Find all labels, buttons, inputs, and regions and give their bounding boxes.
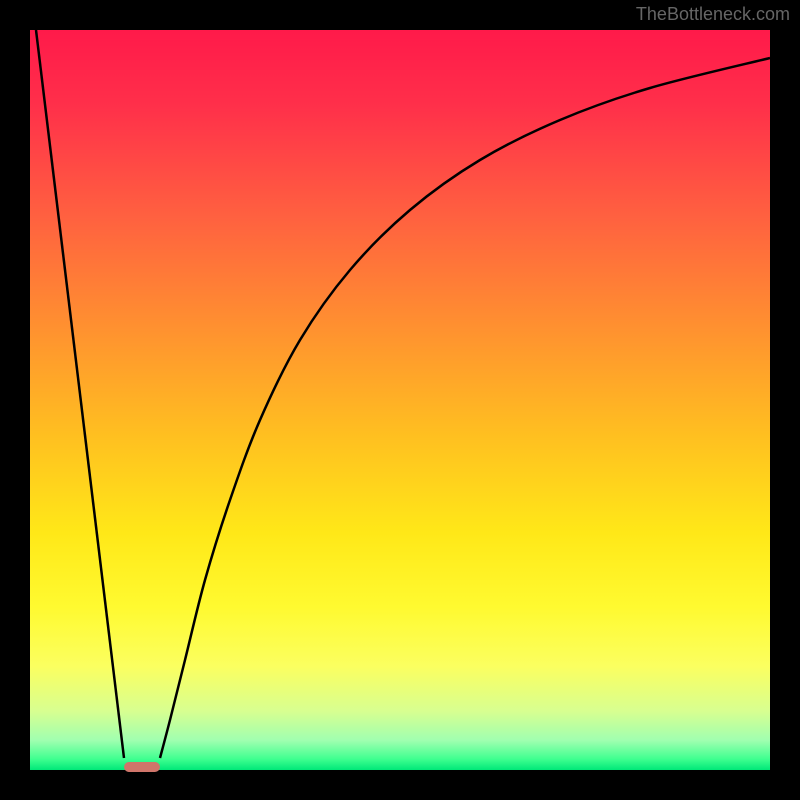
plot-background [30,30,770,770]
chart-svg [0,0,800,800]
bottom-marker [124,762,160,772]
watermark-text: TheBottleneck.com [636,4,790,25]
bottleneck-chart: TheBottleneck.com [0,0,800,800]
